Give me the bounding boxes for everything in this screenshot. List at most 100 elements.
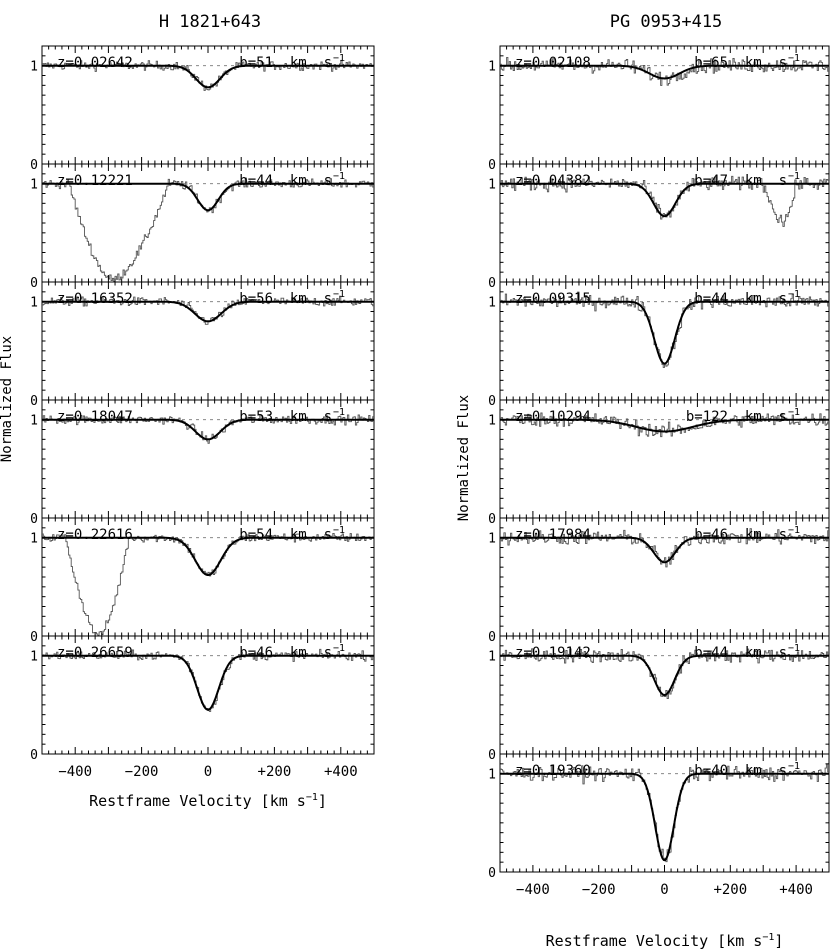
panel-0: 0 1 z=0.02108 b=65 km s −1 xyxy=(488,45,830,173)
panel-1: 0 1 z=0.12221 b=44 km s −1 xyxy=(30,163,375,291)
doppler-b-label: b=51 km s xyxy=(239,55,332,71)
redshift-label: z=0.26659 xyxy=(57,645,133,661)
redshift-label: z=0.19142 xyxy=(515,645,591,661)
chart-title: H 1821+643 xyxy=(159,12,261,32)
panel-4: 0 1 z=0.17984 b=46 km s −1 xyxy=(488,517,830,645)
x-axis-label-text: Restframe Velocity [km s xyxy=(546,932,763,950)
redshift-label: z=0.02642 xyxy=(57,55,133,71)
y-tick-label: 0 xyxy=(488,394,496,409)
redshift-label: z=0.22616 xyxy=(57,527,133,543)
doppler-b-unit-exponent: −1 xyxy=(788,407,800,418)
spectrum-series xyxy=(500,763,829,863)
y-tick-label: 0 xyxy=(30,748,38,763)
doppler-b-label: b=44 km s xyxy=(694,645,787,661)
doppler-b-label: b=53 km s xyxy=(239,409,332,425)
y-tick-label: 0 xyxy=(30,394,38,409)
doppler-b-label: b=65 km s xyxy=(694,55,787,71)
doppler-b-unit-exponent: −1 xyxy=(788,53,800,64)
panel-2: 0 1 z=0.16352 b=56 km s −1 xyxy=(30,281,375,409)
model-fit-line xyxy=(42,300,374,323)
spectrum-series xyxy=(500,528,829,568)
x-tick-label: +400 xyxy=(779,882,813,898)
x-tick-label: 0 xyxy=(204,764,212,780)
x-axis-label-exponent: −1 xyxy=(762,932,774,943)
doppler-b-unit-exponent: −1 xyxy=(788,643,800,654)
y-tick-label: 1 xyxy=(488,650,496,665)
model-fit-line xyxy=(42,182,374,212)
x-tick-label: +200 xyxy=(258,764,292,780)
doppler-b-unit-exponent: −1 xyxy=(333,53,345,64)
model-fit-line xyxy=(500,772,829,862)
doppler-b-label: b=56 km s xyxy=(239,291,332,307)
y-tick-label: 1 xyxy=(488,768,496,783)
redshift-label: z=0.18047 xyxy=(57,409,133,425)
x-tick-label: 0 xyxy=(660,882,668,898)
chart-title: PG 0953+415 xyxy=(610,12,723,32)
redshift-label: z=0.04382 xyxy=(515,173,591,189)
y-tick-label: 0 xyxy=(488,866,496,881)
panel-1: 0 1 z=0.04382 b=47 km s −1 xyxy=(488,163,830,291)
redshift-label: z=0.09315 xyxy=(515,291,591,307)
chart-0: H 1821+643 Normalized Flux 0 1 z=0.02642 b=51… xyxy=(0,12,375,810)
y-tick-label: 1 xyxy=(488,414,496,429)
y-axis-label: Normalized Flux xyxy=(456,395,472,521)
spectrum-series xyxy=(42,177,374,282)
doppler-b-unit-exponent: −1 xyxy=(333,171,345,182)
panel-3: 0 1 z=0.10294 b=122 km s −1 xyxy=(488,399,830,527)
y-tick-label: 0 xyxy=(30,512,38,527)
spectrum-series xyxy=(500,175,829,227)
panel-3: 0 1 z=0.18047 b=53 km s −1 xyxy=(30,399,375,527)
x-tick-label: −400 xyxy=(516,882,550,898)
redshift-label: z=0.12221 xyxy=(57,173,133,189)
doppler-b-unit-exponent: −1 xyxy=(788,525,800,536)
x-tick-label: −400 xyxy=(58,764,92,780)
redshift-label: z=0.19360 xyxy=(515,763,591,779)
model-fit-line xyxy=(42,418,374,441)
y-tick-label: 0 xyxy=(488,748,496,763)
doppler-b-label: b=46 km s xyxy=(694,527,787,543)
model-fit-line xyxy=(42,654,374,711)
x-axis-label-end: ] xyxy=(774,932,783,950)
doppler-b-label: b=54 km s xyxy=(239,527,332,543)
panel-2: 0 1 z=0.09315 b=44 km s −1 xyxy=(488,281,830,409)
y-tick-label: 1 xyxy=(30,296,38,311)
spectrum-series xyxy=(42,414,374,444)
y-tick-label: 0 xyxy=(488,512,496,527)
panel-6: 0 1 z=0.19360 b=40 km s −1 −400 −200 0 +200 +400 xyxy=(488,753,830,898)
doppler-b-unit-exponent: −1 xyxy=(333,289,345,300)
doppler-b-label: b=44 km s xyxy=(694,291,787,307)
x-axis-label: Restframe Velocity [km s−1] xyxy=(546,932,784,950)
doppler-b-unit-exponent: −1 xyxy=(333,525,345,536)
x-tick-label: −200 xyxy=(582,882,616,898)
x-axis-label-exponent: −1 xyxy=(306,792,318,803)
redshift-label: z=0.02108 xyxy=(515,55,591,71)
y-tick-label: 0 xyxy=(30,276,38,291)
y-tick-label: 0 xyxy=(488,158,496,173)
spectrum-series xyxy=(500,291,829,368)
doppler-b-label: b=122 km s xyxy=(686,409,787,425)
doppler-b-unit-exponent: −1 xyxy=(788,171,800,182)
spectrum-series xyxy=(500,412,829,438)
y-tick-label: 0 xyxy=(30,630,38,645)
redshift-label: z=0.10294 xyxy=(515,409,591,425)
x-axis-label-end: ] xyxy=(318,792,327,810)
doppler-b-label: b=44 km s xyxy=(239,173,332,189)
redshift-label: z=0.16352 xyxy=(57,291,133,307)
doppler-b-label: b=46 km s xyxy=(239,645,332,661)
chart-1: PG 0953+415 Normalized Flux 0 1 z=0.02108 b=6… xyxy=(456,12,830,950)
y-tick-label: 0 xyxy=(30,158,38,173)
redshift-label: z=0.17984 xyxy=(515,527,591,543)
y-tick-label: 0 xyxy=(488,276,496,291)
spectrum-series xyxy=(500,648,829,700)
y-tick-label: 1 xyxy=(30,532,38,547)
doppler-b-unit-exponent: −1 xyxy=(788,289,800,300)
y-tick-label: 1 xyxy=(30,178,38,193)
y-tick-label: 1 xyxy=(488,532,496,547)
y-tick-label: 1 xyxy=(488,178,496,193)
doppler-b-label: b=47 km s xyxy=(694,173,787,189)
x-axis-label-text: Restframe Velocity [km s xyxy=(89,792,306,810)
x-tick-label: +400 xyxy=(324,764,358,780)
model-fit-line xyxy=(500,418,829,433)
doppler-b-unit-exponent: −1 xyxy=(333,407,345,418)
